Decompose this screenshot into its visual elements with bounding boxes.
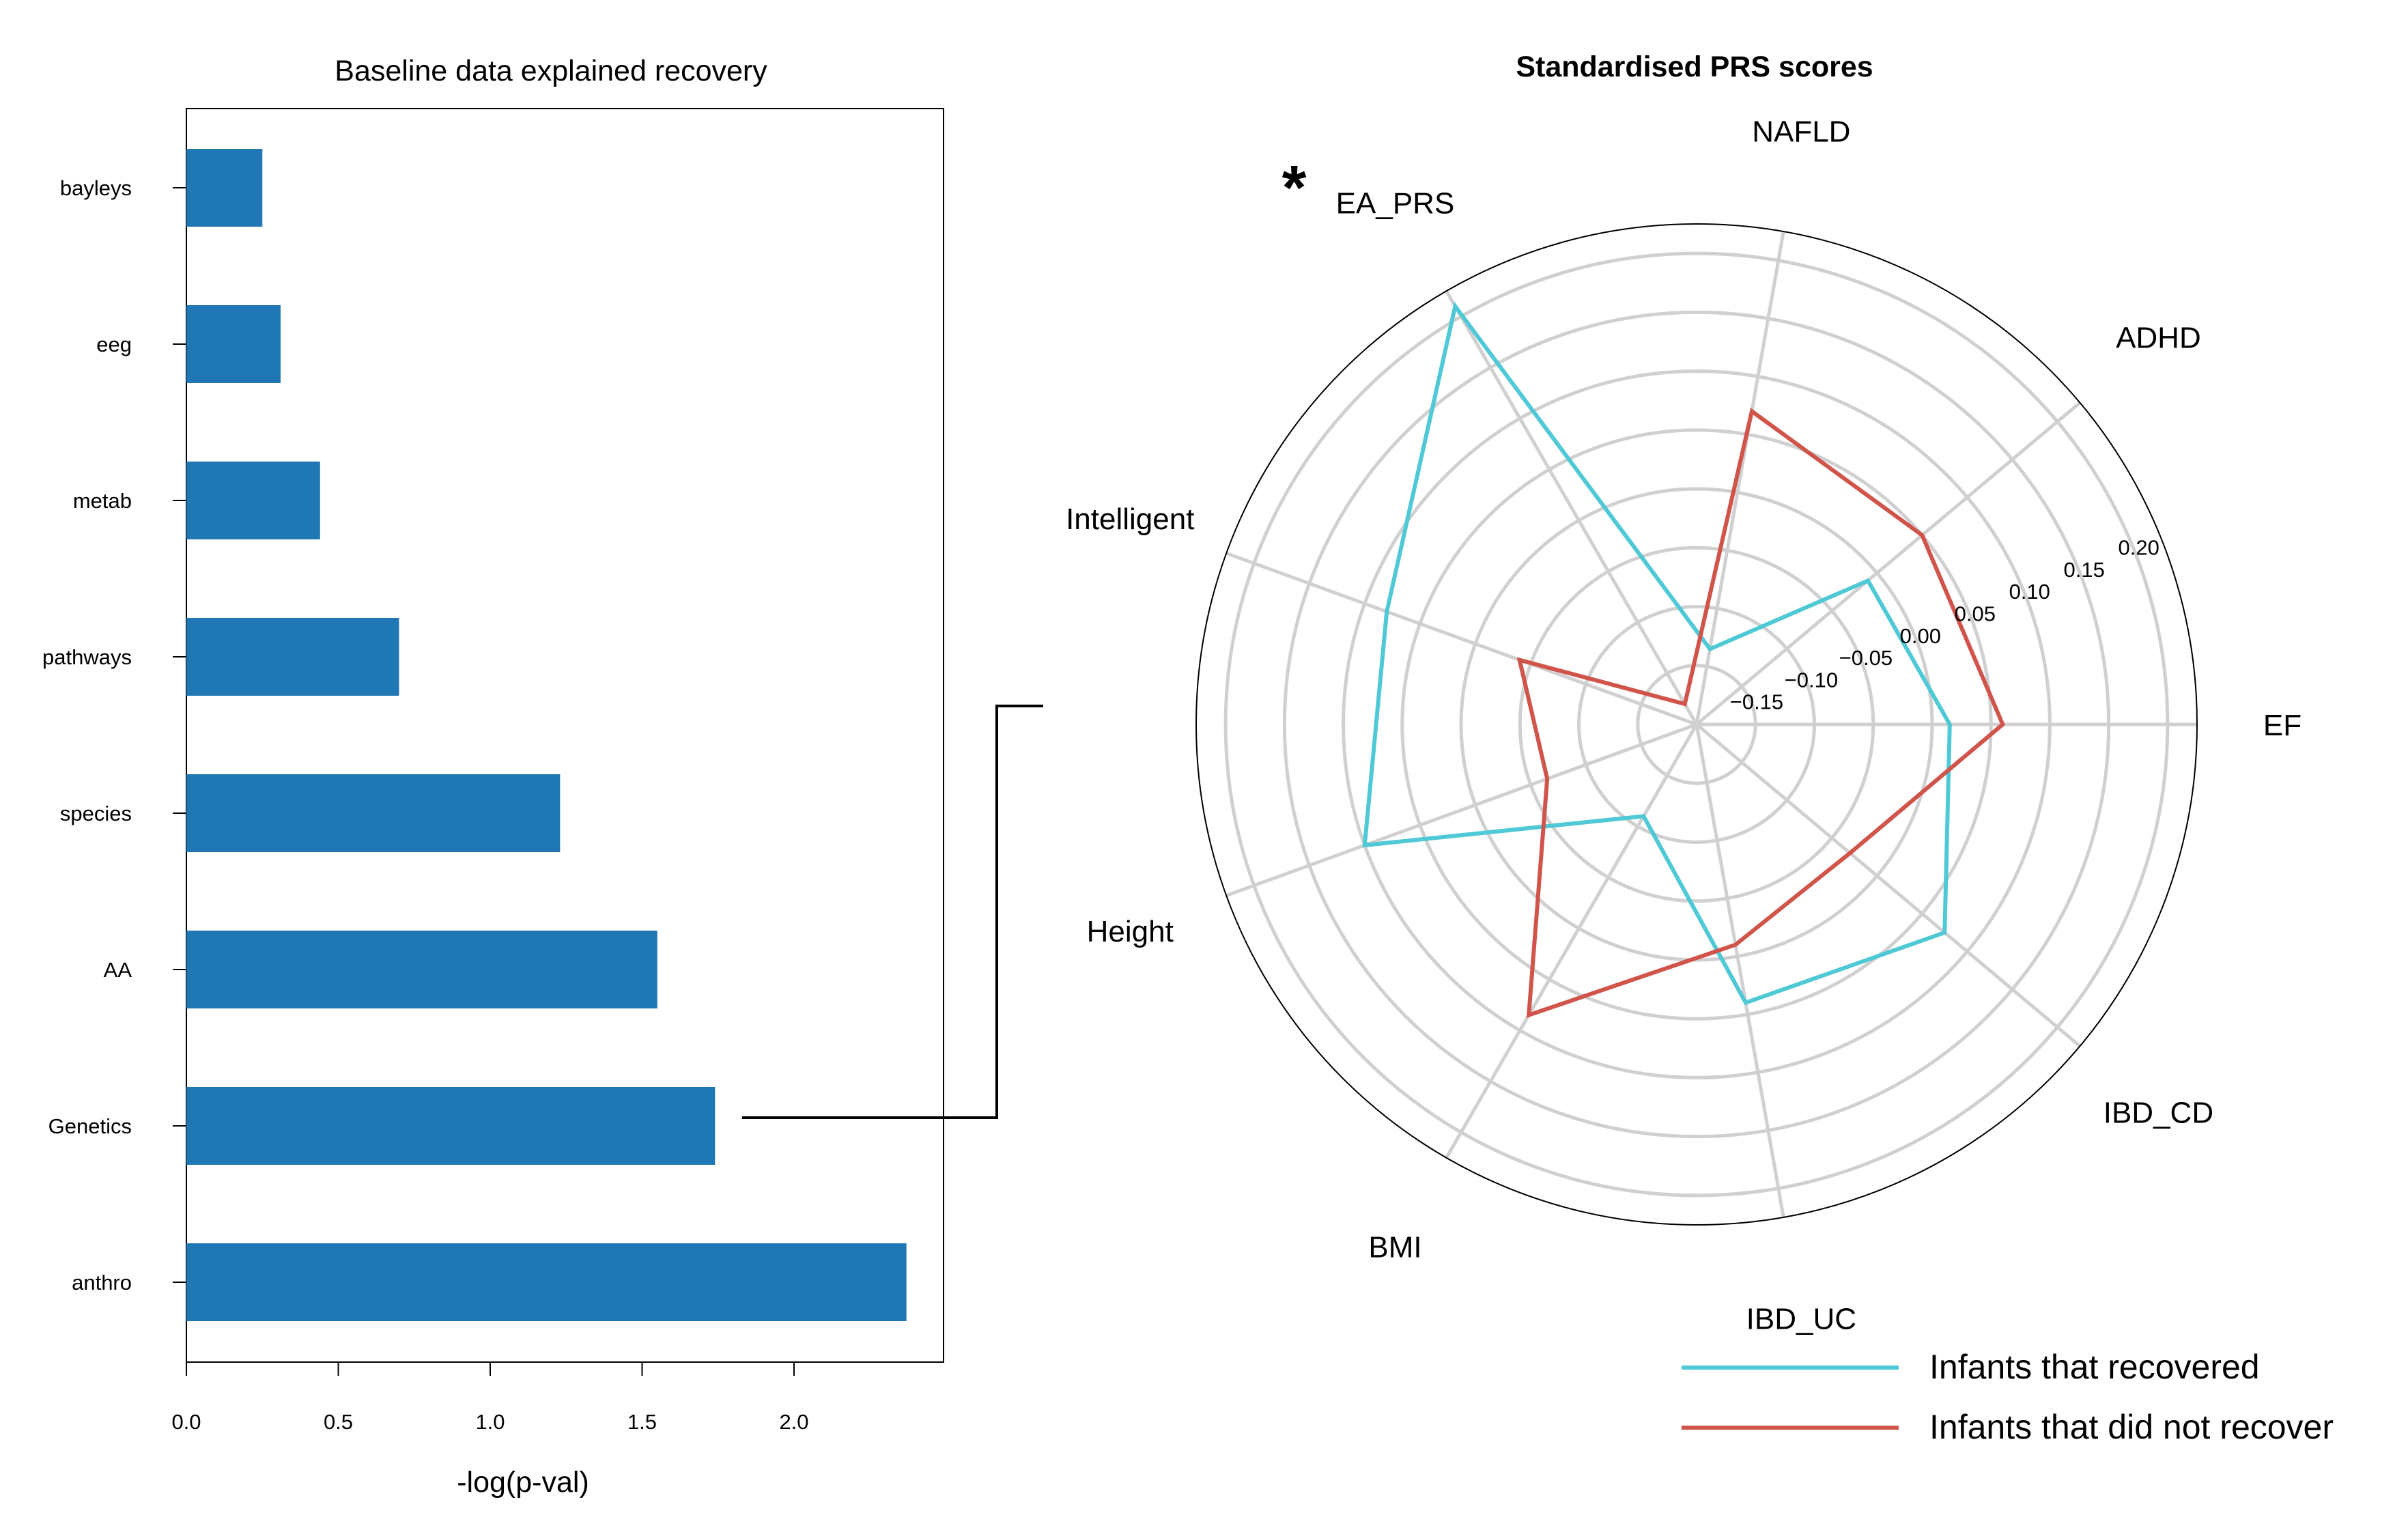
bar-category-label: Genetics	[48, 1114, 132, 1138]
bar-x-tick-label: 0.0	[171, 1410, 201, 1434]
radar-chart: Standardised PRS scores −0.15−0.10−0.05 0…	[1066, 51, 2334, 1446]
bar-marks	[186, 149, 907, 1321]
radar-axis-label-nafld: NAFLD	[1752, 115, 1850, 148]
bar-x-tick-label: 1.5	[627, 1410, 657, 1434]
radar-axis-label-bmi: BMI	[1368, 1231, 1421, 1264]
bar-category-label: AA	[104, 958, 132, 982]
legend-label: Infants that recovered	[1929, 1348, 2260, 1386]
radar-spoke	[1695, 723, 2082, 1048]
legend-label: Infants that did not recover	[1929, 1408, 2334, 1446]
radar-spoke	[1445, 289, 1699, 726]
radar-radial-tick-label: 0.15	[2064, 558, 2105, 582]
bar-eeg	[186, 305, 281, 383]
radar-spoke	[1695, 724, 1785, 1218]
radar-radial-tick-label: −0.15	[1730, 690, 1783, 714]
radar-axis-label-ea-prs: EA_PRS	[1336, 186, 1455, 220]
radar-radial-tick-label: −0.05	[1839, 646, 1893, 670]
radar-series-not-recovered	[1516, 408, 2006, 1019]
radar-legend: Infants that recovered Infants that did n…	[1682, 1348, 2334, 1446]
radar-radial-tick-label: 0.05	[1955, 602, 1996, 625]
bar-chart-title: Baseline data explained recovery	[335, 55, 767, 87]
bar-bayleys	[186, 149, 263, 227]
radar-spoke	[1695, 401, 2082, 726]
radar-series-recovered	[1362, 301, 1952, 1006]
bar-plot-frame	[186, 108, 944, 1363]
bar-genetics	[186, 1087, 716, 1165]
radar-spoke	[1445, 723, 1699, 1159]
radar-axis-label-ef: EF	[2263, 709, 2301, 742]
bar-x-tick-label: 2.0	[779, 1410, 808, 1434]
bar-pathways	[186, 618, 399, 696]
bar-chart: Baseline data explained recovery bayleys…	[42, 55, 944, 1499]
bar-category-label: species	[60, 802, 132, 825]
radar-radial-tick-label: 0.20	[2118, 536, 2159, 560]
radar-axis-label-ibd-uc: IBD_UC	[1746, 1303, 1856, 1336]
radar-spokes	[1226, 231, 2197, 1218]
bar-category-label: bayleys	[60, 176, 132, 200]
bar-category-label: pathways	[42, 645, 132, 669]
radar-outer-circle	[1195, 223, 2198, 1226]
radar-series	[1362, 301, 2006, 1019]
connector-bracket	[742, 705, 1043, 1119]
bar-category-label: anthro	[72, 1271, 132, 1295]
radar-radial-tick-label: −0.10	[1785, 668, 1838, 692]
bar-x-tick-label: 1.0	[475, 1410, 505, 1434]
bar-category-label: metab	[73, 489, 132, 513]
radar-radial-tick-label: 0.10	[2009, 580, 2050, 604]
bar-x-axis-label: -log(p-val)	[457, 1466, 589, 1499]
radar-axis-label-ibd-cd: IBD_CD	[2104, 1097, 2213, 1130]
radar-spoke	[1226, 551, 1697, 726]
bar-metab	[186, 462, 320, 539]
radar-axis-labels: EF ADHD NAFLD EA_PRS Intelligent Height BMI IBD…	[1066, 115, 2301, 1335]
radar-axis-label-height: Height	[1087, 915, 1174, 948]
bar-category-ticks: bayleys eeg metab pathways species AA Genetics…	[42, 176, 186, 1295]
bar-x-axis: 0.0 0.5 1.0 1.5 2.0	[171, 1362, 809, 1434]
bar-anthro	[186, 1243, 907, 1321]
radar-spoke	[1226, 722, 1697, 898]
radar-radial-tick-labels: −0.15−0.10−0.05 0.00 0.05 0.10 0.15 0.20	[1730, 536, 2159, 714]
radar-chart-title: Standardised PRS scores	[1516, 51, 1873, 83]
radar-axis-label-adhd: ADHD	[2116, 321, 2201, 354]
radar-spoke	[1695, 231, 1785, 725]
bar-aa	[186, 931, 657, 1008]
radar-axis-label-intelligent: Intelligent	[1066, 503, 1194, 536]
bar-species	[186, 774, 561, 852]
bar-category-label: eeg	[96, 333, 132, 356]
bar-x-tick-label: 0.5	[324, 1410, 353, 1434]
radar-radial-tick-label: 0.00	[1900, 624, 1941, 648]
radar-significance-asterisk: *	[1282, 153, 1307, 223]
